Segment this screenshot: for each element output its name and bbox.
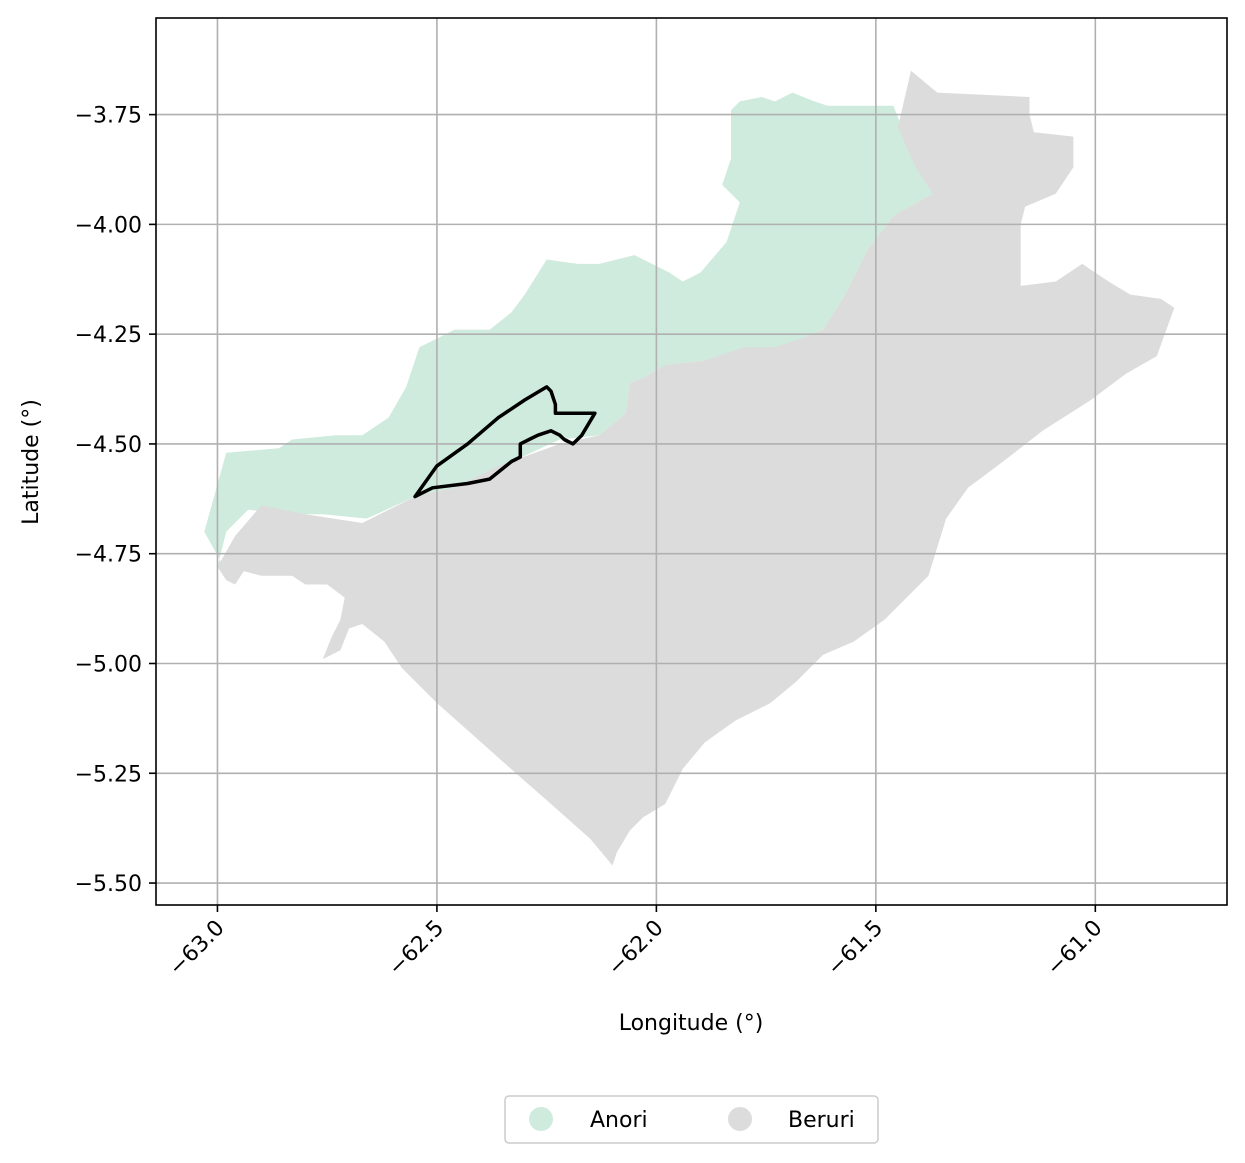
study-area-outline [413,385,597,499]
legend-frame [504,1095,879,1144]
region-beruri [217,70,1175,866]
legend-label-beruri: Beruri [788,1108,855,1133]
legend-marker-beruri [728,1107,752,1131]
y-tick-label: −5.25 [75,762,142,787]
plot-frame [155,17,1228,906]
y-tick-label: −3.75 [75,104,142,129]
y-tick-label: −4.75 [75,543,142,568]
legend-label-anori: Anori [590,1108,648,1133]
legend: Anori Beruri [504,1095,879,1144]
y-axis-label: Latitude (°) [19,399,44,525]
x-axis-label: Longitude (°) [619,1011,764,1036]
legend-marker-anori [529,1107,553,1131]
y-tick-label: −4.50 [75,433,142,458]
y-tick-label: −5.00 [75,652,142,677]
y-tick-label: −4.00 [75,213,142,238]
y-tick-label: −4.25 [75,323,142,348]
y-tick-label: −5.50 [75,872,142,897]
region-anori [204,92,933,572]
